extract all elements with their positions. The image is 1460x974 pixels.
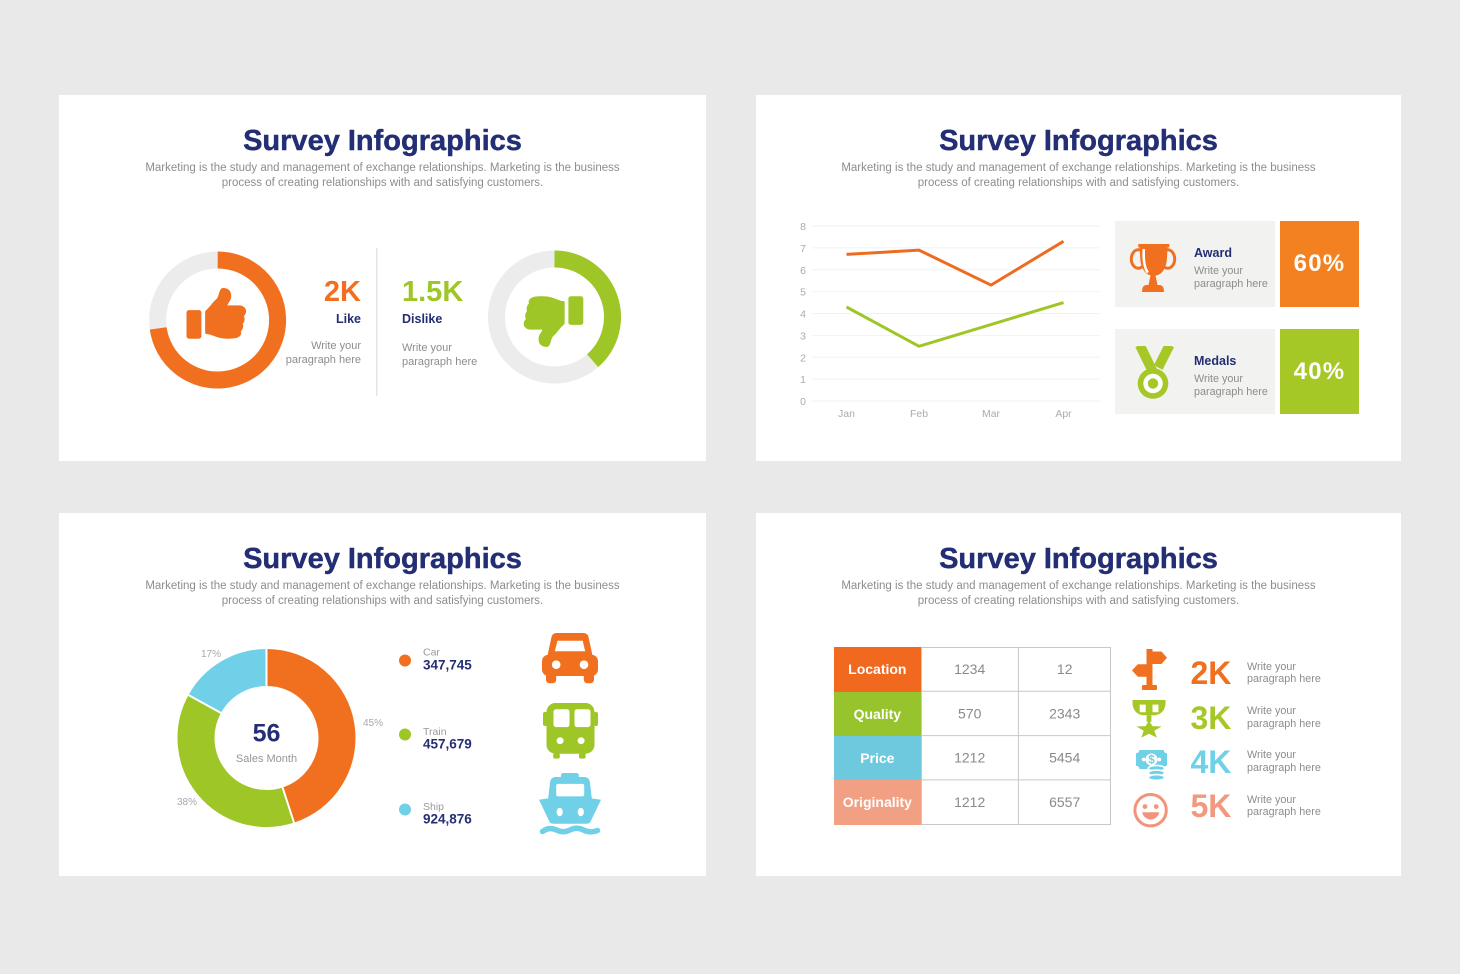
- svg-text:457,679: 457,679: [423, 736, 472, 751]
- svg-text:1234: 1234: [954, 661, 985, 677]
- svg-text:2: 2: [800, 352, 806, 364]
- svg-text:Apr: Apr: [1055, 408, 1072, 420]
- svg-text:Mar: Mar: [982, 408, 1001, 420]
- svg-text:1: 1: [800, 374, 806, 386]
- svg-text:5454: 5454: [1049, 750, 1080, 766]
- svg-text:12: 12: [1057, 661, 1073, 677]
- svg-text:56: 56: [253, 720, 281, 748]
- svg-text:347,745: 347,745: [423, 658, 472, 673]
- svg-text:3: 3: [800, 330, 806, 342]
- svg-text:1212: 1212: [954, 750, 985, 766]
- svg-text:Sales Month: Sales Month: [236, 753, 297, 765]
- svg-text:5: 5: [800, 287, 806, 299]
- svg-text:45%: 45%: [363, 718, 383, 729]
- svg-text:1212: 1212: [954, 794, 985, 810]
- svg-text:6: 6: [800, 265, 806, 277]
- svg-text:Ship: Ship: [423, 801, 444, 813]
- svg-text:Car: Car: [423, 647, 440, 659]
- svg-text:0: 0: [800, 396, 806, 408]
- svg-text:$: $: [1148, 754, 1155, 766]
- svg-text:Train: Train: [423, 726, 447, 738]
- svg-text:38%: 38%: [177, 797, 197, 808]
- svg-text:924,876: 924,876: [423, 811, 472, 826]
- svg-text:6557: 6557: [1049, 794, 1080, 810]
- svg-text:17%: 17%: [201, 649, 221, 660]
- svg-text:4: 4: [800, 309, 806, 321]
- svg-text:7: 7: [800, 243, 806, 255]
- svg-text:8: 8: [800, 221, 806, 233]
- svg-text:2343: 2343: [1049, 706, 1080, 722]
- svg-text:570: 570: [958, 706, 982, 722]
- svg-text:Feb: Feb: [910, 408, 928, 420]
- svg-text:Jan: Jan: [838, 408, 855, 420]
